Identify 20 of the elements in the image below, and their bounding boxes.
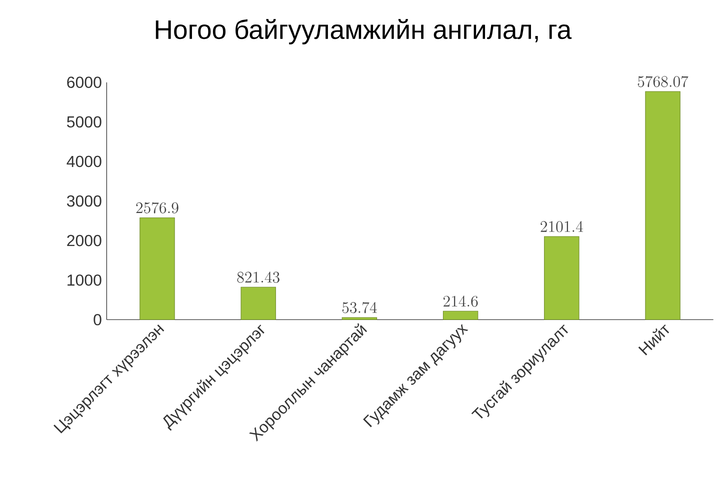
y-tick-label: 6000: [67, 76, 102, 88]
y-tick-label: 3000: [66, 195, 102, 207]
bar: [544, 236, 580, 320]
data-label: 53.74: [342, 302, 377, 314]
chart-title: Ногоо байгууламжийн ангилал, га: [156, 19, 572, 44]
data-label: 2101 .4: [540, 221, 583, 232]
y-tick-label: 0: [94, 314, 102, 326]
y-tick-label: 2000: [67, 234, 102, 246]
bar: [140, 217, 175, 320]
y-tick-label: 4000: [66, 156, 102, 168]
y-tick-label: 1000: [68, 274, 102, 286]
bar: [442, 310, 478, 320]
data-label: 2576.9: [136, 202, 178, 214]
bar: [342, 317, 378, 320]
y-tick-label: 5000: [67, 116, 102, 128]
data-label: 821 .43: [237, 272, 280, 283]
data-label: 214.6: [443, 296, 478, 307]
bar: [645, 91, 680, 320]
bar: [240, 286, 276, 320]
data-label: 5768.07: [638, 76, 688, 88]
